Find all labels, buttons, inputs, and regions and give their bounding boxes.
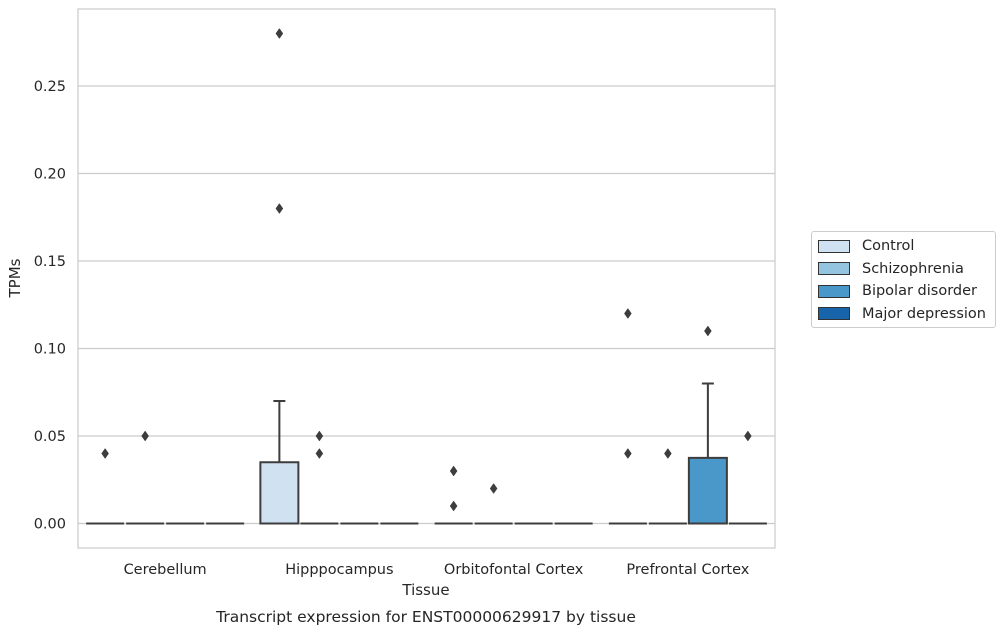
y-tick-label: 0.25 (34, 79, 66, 95)
legend-item-major-depression: Major depression (818, 303, 995, 326)
legend-swatch (818, 262, 850, 276)
outlier-point (315, 448, 324, 459)
outlier-point (449, 500, 458, 512)
x-axis-label: Tissue (401, 581, 449, 599)
outlier-point (449, 465, 458, 477)
y-axis-label: TPMs (6, 258, 24, 298)
box-rect (687, 456, 728, 525)
box-bipolar-disorder (687, 382, 728, 525)
x-tick-label: Hipppocampus (285, 562, 393, 578)
y-tick-labels: 0.00 0.05 0.10 0.15 0.20 0.25 (34, 79, 66, 533)
legend-swatch (818, 239, 850, 253)
x-tick-labels: Cerebellum Hipppocampus Orbitofontal Corte… (124, 562, 750, 578)
outlier-point (275, 203, 284, 214)
outlier-point (275, 28, 284, 39)
legend-label: Major depression (862, 305, 986, 322)
x-tick-label: Prefrontal Cortex (626, 562, 749, 578)
boxes (86, 382, 767, 525)
outlier-point (101, 448, 109, 459)
y-tick-label: 0.15 (34, 254, 66, 270)
outlier-point (489, 483, 498, 494)
legend-swatch (818, 284, 850, 298)
legend-label: Bipolar disorder (862, 283, 977, 300)
outlier-point (141, 430, 149, 442)
outlier-point (664, 448, 672, 459)
legend-item-control: Control (818, 235, 995, 258)
chart-caption: Transcript expression for ENST0000062991… (215, 608, 636, 626)
outliers (101, 28, 752, 512)
x-tick-label: Orbitofontal Cortex (444, 562, 584, 578)
outlier-point (315, 430, 324, 442)
y-tick-label: 0.20 (34, 167, 66, 183)
legend-label: Control (862, 238, 915, 255)
plot-frame (77, 8, 776, 549)
legend-item-schizophrenia: Schizophrenia (818, 258, 995, 281)
box-control (259, 400, 300, 525)
y-tick-label: 0.10 (34, 342, 66, 358)
y-tick-label: 0.00 (34, 517, 66, 533)
legend-swatch (818, 307, 850, 321)
x-tick-label: Cerebellum (124, 562, 207, 578)
legend-label: Schizophrenia (862, 260, 964, 277)
box-rect (259, 461, 300, 525)
outlier-point (624, 448, 632, 459)
legend: Control Schizophrenia Bipolar disorder M… (811, 231, 996, 328)
outlier-point (744, 430, 752, 442)
legend-item-bipolar-disorder: Bipolar disorder (818, 280, 995, 303)
y-tick-label: 0.05 (34, 429, 66, 445)
outlier-point (624, 308, 632, 319)
outlier-point (704, 325, 712, 337)
gridlines (78, 85, 775, 525)
